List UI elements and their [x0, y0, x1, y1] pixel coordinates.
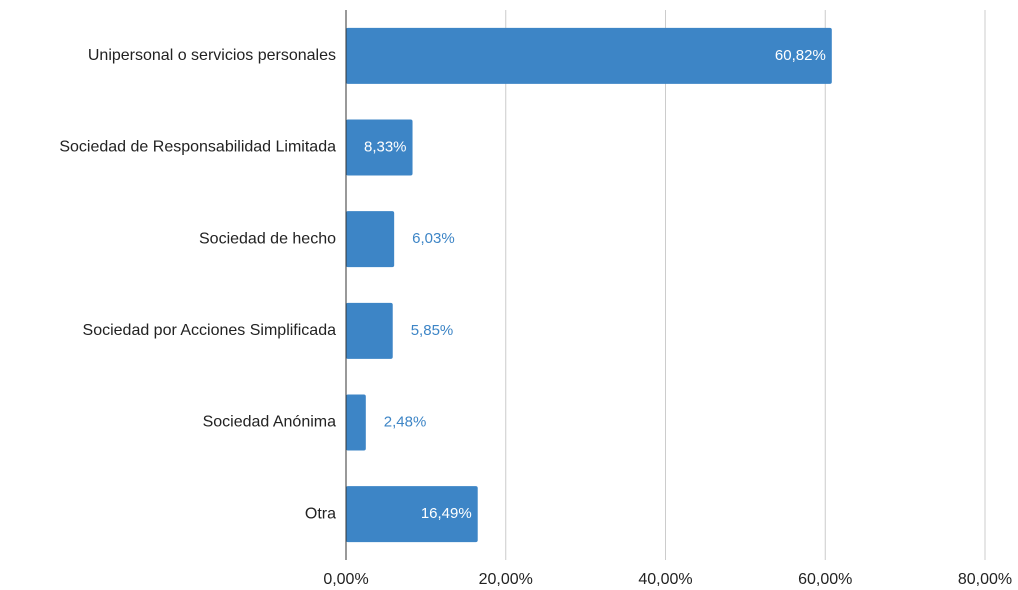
bar [346, 27, 832, 84]
bar [346, 119, 413, 176]
bar [346, 302, 393, 359]
data-label: 2,48% [384, 413, 427, 430]
y-tick-label: Sociedad de Responsabilidad Limitada [59, 139, 336, 156]
bar [346, 486, 478, 543]
y-tick-label: Otra [305, 505, 336, 522]
y-tick-label: Sociedad por Acciones Simplificada [83, 322, 337, 339]
bar [346, 211, 395, 268]
y-tick-label: Unipersonal o servicios personales [88, 47, 336, 64]
data-label: 16,49% [421, 505, 472, 522]
x-tick-label: 20,00% [479, 571, 533, 588]
bar [346, 394, 366, 451]
y-tick-label: Sociedad Anónima [203, 414, 337, 431]
x-tick-label: 40,00% [638, 571, 692, 588]
x-tick-label: 0,00% [323, 571, 368, 588]
data-label: 5,85% [411, 322, 454, 339]
data-label: 8,33% [364, 138, 407, 155]
x-tick-label: 60,00% [798, 571, 852, 588]
data-label: 6,03% [412, 230, 455, 247]
data-label: 60,82% [775, 47, 826, 64]
x-tick-label: 80,00% [958, 571, 1012, 588]
y-tick-label: Sociedad de hecho [199, 230, 336, 247]
